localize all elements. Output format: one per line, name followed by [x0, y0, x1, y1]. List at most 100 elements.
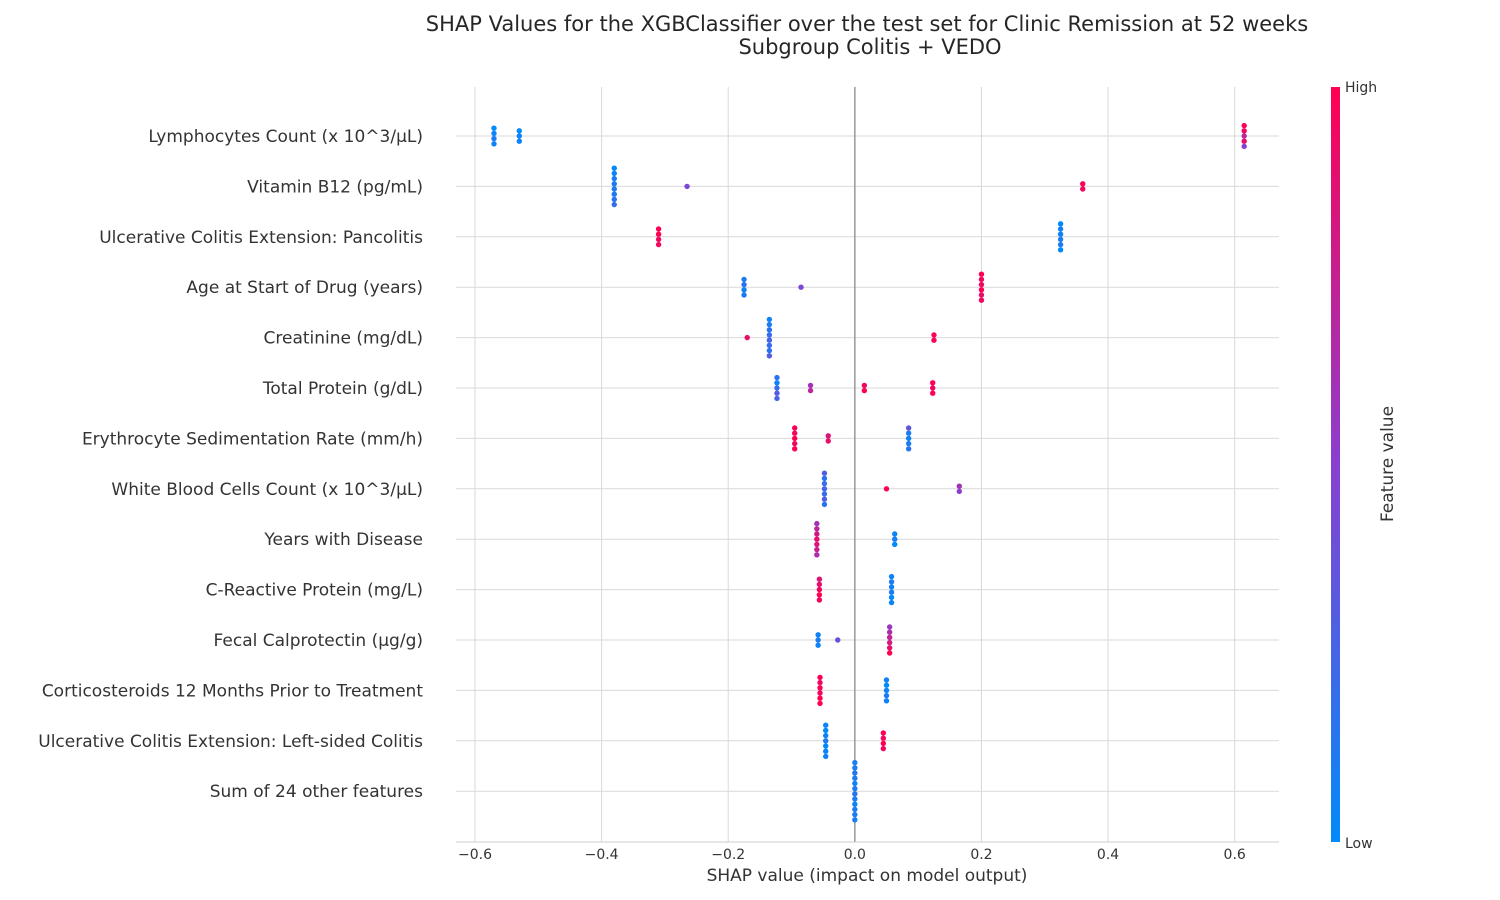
shap-point — [888, 584, 895, 590]
shap-point — [1057, 226, 1064, 232]
shap-points — [491, 122, 1247, 823]
shap-point — [491, 135, 497, 142]
feature-label: Ulcerative Colitis Extension: Pancolitis — [99, 228, 423, 248]
shap-point — [774, 395, 780, 402]
shap-point — [852, 796, 858, 802]
shap-point — [1057, 221, 1064, 227]
shap-point — [886, 624, 893, 630]
shap-point — [892, 536, 898, 542]
feature-label: Years with Disease — [263, 530, 423, 550]
shap-point — [655, 241, 662, 248]
shap-point — [930, 390, 936, 396]
feature-label: Total Protein (g/dL) — [262, 379, 423, 399]
shap-point — [880, 745, 887, 752]
shap-point — [611, 196, 617, 203]
shap-point — [905, 435, 912, 442]
shap-point — [1080, 186, 1086, 192]
shap-point — [905, 440, 912, 447]
shap-point — [741, 276, 747, 283]
shap-point — [655, 226, 662, 232]
shap-point — [931, 337, 937, 343]
shap-point — [516, 133, 523, 139]
shap-point — [852, 765, 858, 771]
colorbar: High Low Feature value — [1331, 80, 1398, 852]
shap-point — [744, 334, 750, 341]
shap-point — [825, 438, 831, 444]
shap-point — [807, 382, 814, 389]
shap-point — [852, 791, 858, 797]
feature-label: Corticosteroids 12 Months Prior to Treat… — [42, 681, 424, 701]
shap-point — [611, 170, 617, 177]
colorbar-low-label: Low — [1345, 836, 1373, 852]
shap-point — [611, 201, 617, 208]
shap-point — [516, 138, 523, 144]
shap-point — [823, 727, 829, 734]
shap-point — [814, 520, 820, 527]
shap-point — [821, 486, 828, 492]
shap-point — [774, 390, 780, 396]
shap-point — [821, 475, 828, 482]
shap-point — [821, 470, 828, 476]
x-tick-label: 0.2 — [970, 847, 992, 863]
shap-point — [1241, 122, 1247, 129]
shap-point — [978, 281, 985, 288]
shap-point — [774, 385, 780, 391]
shap-point — [814, 552, 820, 558]
shap-point — [978, 297, 985, 303]
shap-point — [1241, 138, 1247, 144]
shap-point — [852, 780, 858, 787]
shap-point — [815, 632, 821, 638]
shap-point — [1080, 181, 1086, 187]
shap-point — [888, 589, 895, 595]
shap-point — [814, 546, 820, 553]
shap-point — [814, 526, 820, 532]
shap-point — [816, 592, 823, 598]
shap-point — [880, 740, 887, 747]
shap-point — [741, 292, 747, 298]
shap-point — [791, 446, 798, 452]
shap-point — [861, 387, 868, 394]
shap-point — [817, 685, 823, 691]
shap-point — [491, 125, 497, 131]
colorbar-gradient — [1331, 87, 1340, 842]
shap-point — [880, 730, 887, 736]
feature-label: Erythrocyte Sedimentation Rate (mm/h) — [82, 429, 423, 449]
shap-point — [852, 817, 858, 823]
shap-point — [741, 287, 747, 293]
x-axis-label: SHAP value (impact on model output) — [707, 866, 1028, 886]
shap-point — [817, 695, 823, 701]
shap-point — [978, 292, 985, 298]
shap-point — [1241, 143, 1247, 150]
x-tick-label: −0.2 — [711, 847, 745, 863]
shap-point — [821, 491, 828, 497]
shap-point — [835, 637, 841, 643]
shap-point — [821, 496, 828, 502]
shap-point — [766, 316, 773, 323]
shap-point — [766, 321, 773, 328]
feature-label: White Blood Cells Count (x 10^3/µL) — [111, 480, 423, 500]
shap-point — [883, 682, 890, 688]
shap-point — [816, 576, 823, 582]
shap-point — [886, 645, 893, 651]
shap-point — [766, 327, 773, 333]
shap-point — [888, 599, 895, 606]
x-tick-label: 0.4 — [1097, 847, 1119, 863]
shap-point — [886, 629, 893, 635]
shap-point — [883, 677, 890, 683]
shap-point — [491, 141, 497, 147]
shap-point — [978, 276, 985, 283]
shap-point — [1241, 128, 1247, 134]
shap-point — [852, 775, 858, 781]
feature-labels: Lymphocytes Count (x 10^3/µL) Vitamin B12… — [38, 127, 423, 802]
grid — [456, 87, 1279, 842]
feature-label: Creatinine (mg/dL) — [264, 329, 424, 349]
shap-point — [817, 679, 823, 686]
shap-point — [956, 488, 962, 495]
shap-point — [791, 440, 798, 447]
shap-point — [823, 748, 829, 754]
shap-point — [791, 425, 798, 431]
shap-point — [852, 759, 858, 766]
shap-point — [741, 281, 747, 288]
shap-point — [491, 130, 497, 137]
